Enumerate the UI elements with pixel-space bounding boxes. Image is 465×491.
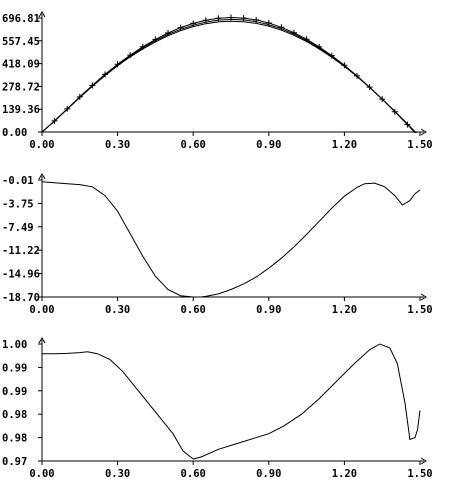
y-axis-arrow — [38, 173, 46, 180]
y-tick-label: 418.09 — [2, 59, 40, 71]
x-axis-arrow — [420, 293, 427, 301]
y-tick-label: -14.96 — [2, 269, 40, 281]
y-tick-label: 1.00 — [2, 339, 27, 351]
y-tick-label: -11.22 — [2, 245, 40, 257]
x-tick-label: 0.30 — [105, 139, 130, 151]
y-axis-arrow — [38, 337, 46, 344]
x-tick-label: 0.90 — [256, 139, 281, 151]
chart-panel-1: 0.00 0.30 0.60 0.90 1.20 1.50 0.00 139.36 278.72… — [2, 11, 433, 151]
series-line-3 — [42, 18, 417, 133]
x-tick-label: 0.00 — [29, 468, 54, 480]
y-tick-label: 696.81 — [2, 13, 40, 25]
x-tick-label: 0.90 — [256, 468, 281, 480]
y-tick-label: 0.97 — [2, 456, 27, 468]
series-line-2 — [42, 20, 417, 133]
y-tick-label: 557.45 — [2, 36, 40, 48]
y-tick-label: -3.75 — [2, 198, 34, 210]
x-tick-label: 0.00 — [29, 304, 54, 316]
y-tick-label: 0.98 — [2, 433, 27, 445]
x-tick-label: 0.60 — [181, 468, 206, 480]
x-tick-label: 1.20 — [332, 139, 357, 151]
y-tick-label: 139.36 — [2, 104, 40, 116]
y-tick-label: 278.72 — [2, 81, 40, 93]
x-tick-label: 0.90 — [256, 304, 281, 316]
y-tick-label: 0.99 — [2, 362, 27, 374]
x-tick-label: 1.50 — [407, 139, 432, 151]
y-axis-arrow — [38, 11, 46, 18]
y-tick-label: 0.00 — [2, 127, 27, 139]
x-tick-label: 1.20 — [332, 468, 357, 480]
x-tick-label: 0.60 — [181, 304, 206, 316]
y-tick-label: -0.01 — [2, 175, 34, 187]
x-tick-label: 0.30 — [105, 468, 130, 480]
chart-panel-2: 0.00 0.30 0.60 0.90 1.20 1.50 -18.70 -14.96 -11.… — [2, 173, 433, 316]
x-tick-label: 1.50 — [407, 468, 432, 480]
x-axis-arrow — [420, 128, 427, 136]
x-tick-label: 0.00 — [29, 139, 54, 151]
x-tick-label: 1.50 — [407, 304, 432, 316]
y-tick-label: -7.49 — [2, 222, 34, 234]
series-line-1 — [42, 16, 417, 133]
series-line-1 — [42, 343, 421, 460]
x-tick-label: 1.20 — [332, 304, 357, 316]
y-tick-label: -18.70 — [2, 292, 40, 304]
y-tick-label: 0.99 — [2, 386, 27, 398]
series-line-1 — [42, 181, 421, 298]
x-tick-label: 0.30 — [105, 304, 130, 316]
chart-panel-3: 0.00 0.30 0.60 0.90 1.20 1.50 0.97 0.98 0.98 0.99… — [2, 337, 433, 480]
y-tick-label: 0.98 — [2, 409, 27, 421]
x-tick-label: 0.60 — [181, 139, 206, 151]
x-axis-arrow — [420, 457, 427, 465]
